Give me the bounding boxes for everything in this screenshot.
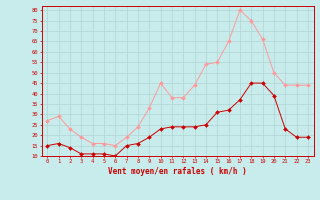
- X-axis label: Vent moyen/en rafales ( km/h ): Vent moyen/en rafales ( km/h ): [108, 167, 247, 176]
